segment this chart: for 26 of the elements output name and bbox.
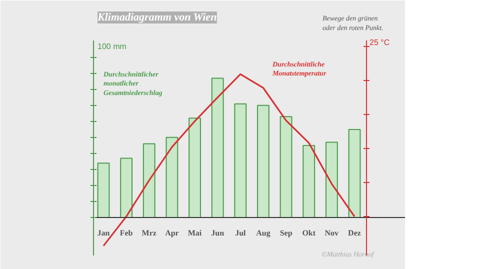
x-tick-label: Feb xyxy=(120,228,134,238)
bar xyxy=(188,118,201,218)
x-tick-label: Okt xyxy=(302,228,316,238)
x-tick-label: Dez xyxy=(348,228,362,238)
bar xyxy=(302,144,316,218)
x-tick-label: Jun xyxy=(211,228,225,238)
bar xyxy=(166,136,178,218)
bar xyxy=(211,78,224,218)
text: 25 °C xyxy=(370,38,390,47)
x-tick-label: Apr xyxy=(165,228,180,238)
bar xyxy=(120,158,133,218)
chart-title: Klimadiagramm von Wien xyxy=(96,12,217,24)
x-tick-label: Mai xyxy=(188,228,202,238)
bar xyxy=(348,128,361,218)
x-tick-label: Jan xyxy=(97,228,110,238)
x-tick-label: Mrz xyxy=(142,228,157,238)
bar xyxy=(142,143,156,218)
x-tick-label: Sep xyxy=(280,228,293,238)
x-tick-label: Aug xyxy=(256,228,270,238)
bar xyxy=(280,116,292,218)
bar xyxy=(257,104,270,218)
bar xyxy=(325,142,338,218)
x-tick-label: Nov xyxy=(324,228,339,238)
bar xyxy=(234,103,247,218)
text: 100 mm xyxy=(98,42,127,51)
x-tick-label: Jul xyxy=(235,228,247,238)
